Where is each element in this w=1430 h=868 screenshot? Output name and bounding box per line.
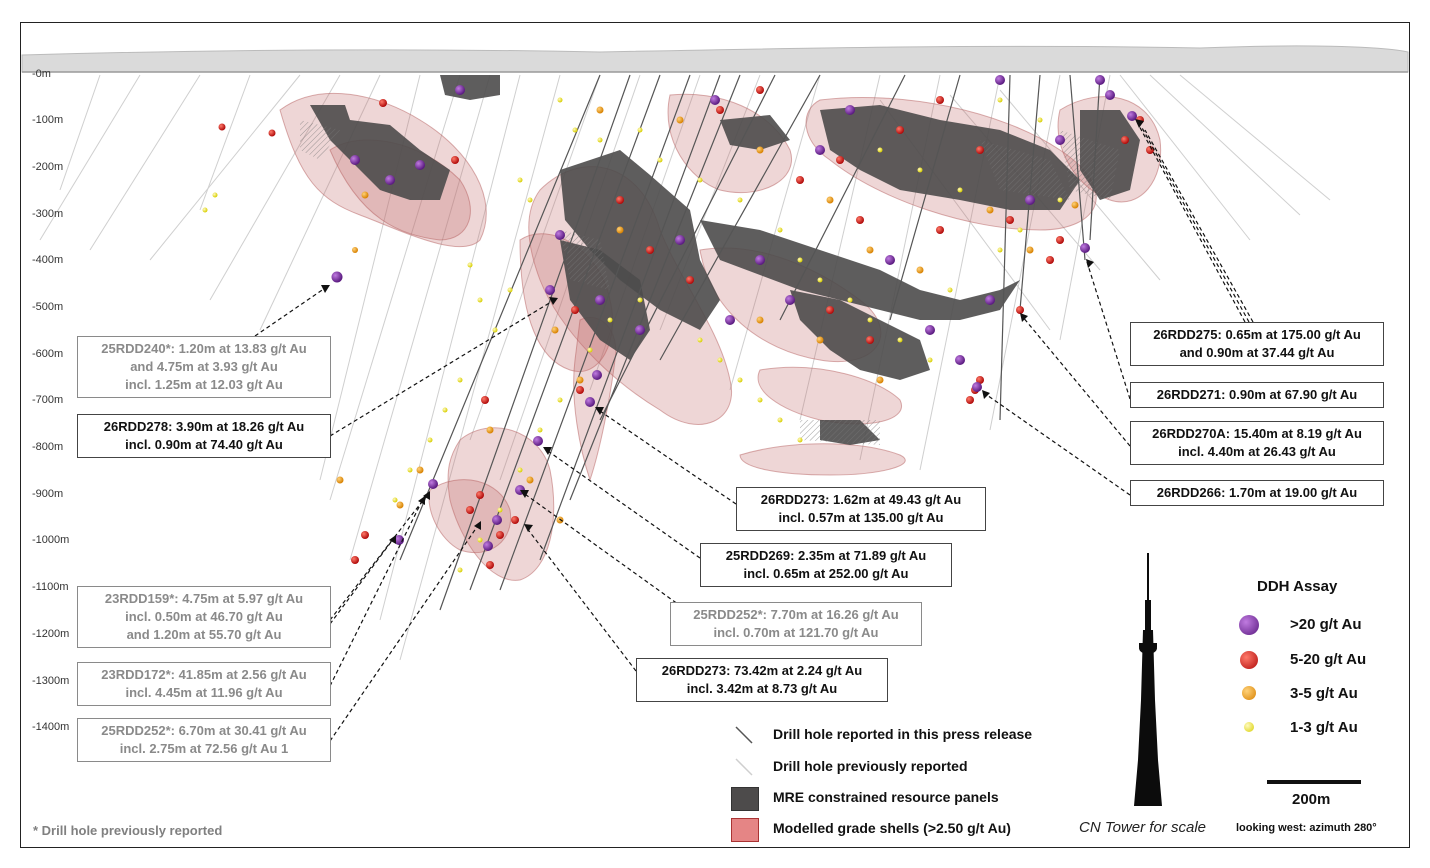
cn-tower-icon bbox=[1134, 553, 1162, 806]
legend-reported-label: Drill hole reported in this press releas… bbox=[773, 726, 1033, 742]
callout-26rdd273-a: 26RDD273: 1.62m at 49.43 g/t Au incl. 0.5… bbox=[736, 487, 986, 531]
callout-23rdd159: 23RDD159*: 4.75m at 5.97 g/t Au incl. 0.5… bbox=[77, 586, 331, 648]
depth-label: -900m bbox=[32, 488, 64, 500]
assay-label-1-3: 1-3 g/t Au bbox=[1290, 719, 1358, 736]
callout-25rdd252-a: 25RDD252*: 6.70m at 30.41 g/t Au incl. 2.… bbox=[77, 718, 331, 762]
resource-panel-hatching bbox=[300, 120, 1120, 445]
assay-label-gt20: >20 g/t Au bbox=[1290, 616, 1362, 633]
depth-label: -600m bbox=[32, 348, 64, 360]
previous-hole-legend-icon bbox=[735, 758, 753, 776]
depth-label: -1300m bbox=[32, 675, 70, 687]
depth-label: -200m bbox=[32, 161, 64, 173]
callout-23rdd172: 23RDD172*: 41.85m at 2.56 g/t Au incl. 4.… bbox=[77, 662, 331, 706]
shells-legend-swatch bbox=[731, 818, 759, 842]
callout-26rdd273-b: 26RDD273: 73.42m at 2.24 g/t Au incl. 3.4… bbox=[636, 658, 888, 702]
scale-bar-label: 200m bbox=[1292, 791, 1331, 808]
assay-label-3-5: 3-5 g/t Au bbox=[1290, 685, 1358, 702]
orange-sphere-icon bbox=[1242, 686, 1256, 700]
cn-tower-caption: CN Tower for scale bbox=[1079, 819, 1206, 836]
depth-label: -700m bbox=[32, 394, 64, 406]
callout-26rdd275: 26RDD275: 0.65m at 175.00 g/t Au and 0.90… bbox=[1130, 322, 1384, 366]
depth-label: -400m bbox=[32, 254, 64, 266]
callout-25rdd240: 25RDD240*: 1.20m at 13.83 g/t Au and 4.75… bbox=[77, 336, 331, 398]
depth-label: -1400m bbox=[32, 721, 70, 733]
callout-25rdd252-b: 25RDD252*: 7.70m at 16.26 g/t Au incl. 0.… bbox=[670, 602, 922, 646]
depth-label: -100m bbox=[32, 114, 64, 126]
leader-arrowheads bbox=[321, 119, 1144, 544]
view-direction-note: looking west: azimuth 280° bbox=[1236, 822, 1377, 834]
topography-surface bbox=[21, 45, 1409, 73]
depth-label: -1000m bbox=[32, 534, 70, 546]
legend-shells-label: Modelled grade shells (>2.50 g/t Au) bbox=[773, 820, 1011, 836]
reported-hole-legend-icon bbox=[735, 726, 753, 744]
callout-26rdd278: 26RDD278: 3.90m at 18.26 g/t Au incl. 0.9… bbox=[77, 414, 331, 458]
callout-leaders bbox=[254, 121, 1254, 742]
depth-label: -800m bbox=[32, 441, 64, 453]
reported-drill-holes bbox=[399, 74, 1101, 611]
assay-label-5-20: 5-20 g/t Au bbox=[1290, 651, 1367, 668]
callout-26rdd266: 26RDD266: 1.70m at 19.00 g/t Au bbox=[1130, 480, 1384, 506]
yellow-sphere-icon bbox=[1244, 722, 1254, 732]
scale-bar bbox=[1267, 780, 1361, 784]
depth-label: -0m bbox=[32, 68, 51, 80]
legend-panels-label: MRE constrained resource panels bbox=[773, 789, 999, 805]
footnote: * Drill hole previously reported bbox=[33, 823, 223, 838]
assay-legend-title: DDH Assay bbox=[1257, 578, 1338, 595]
callout-25rdd269: 25RDD269: 2.35m at 71.89 g/t Au incl. 0.6… bbox=[700, 543, 952, 587]
purple-sphere-icon bbox=[1239, 615, 1259, 635]
depth-label: -1200m bbox=[32, 628, 70, 640]
depth-label: -300m bbox=[32, 208, 64, 220]
depth-label: -1100m bbox=[32, 581, 69, 593]
assay-spheres bbox=[202, 75, 1154, 573]
callout-26rdd271: 26RDD271: 0.90m at 67.90 g/t Au bbox=[1130, 382, 1384, 408]
depth-label: -500m bbox=[32, 301, 64, 313]
callout-26rdd270a: 26RDD270A: 15.40m at 8.19 g/t Au incl. 4.… bbox=[1130, 421, 1384, 465]
panels-legend-swatch bbox=[731, 787, 759, 811]
figure-frame bbox=[20, 22, 1410, 848]
legend-previous-label: Drill hole previously reported bbox=[773, 758, 968, 774]
red-sphere-icon bbox=[1240, 651, 1258, 669]
